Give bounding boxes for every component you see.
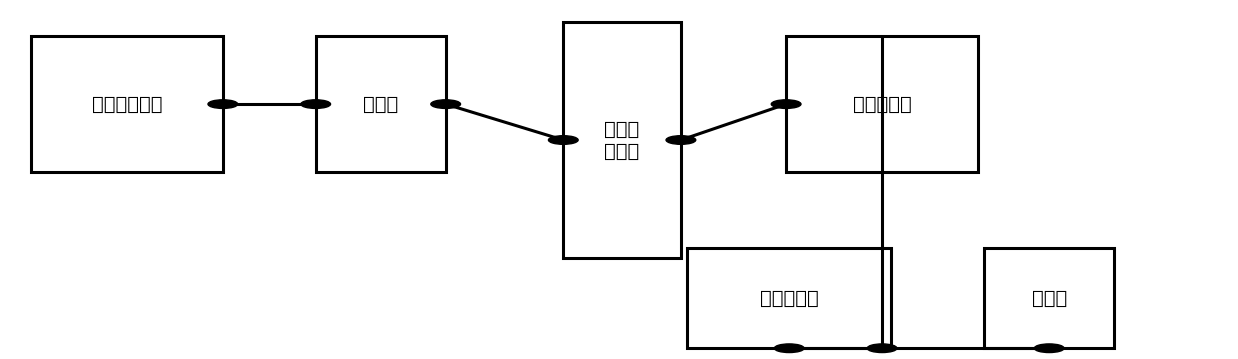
Circle shape [867, 344, 896, 353]
Circle shape [548, 136, 578, 144]
Circle shape [1035, 344, 1065, 353]
Bar [984, 248, 1114, 348]
Bar [786, 36, 978, 172]
Bar [31, 36, 223, 172]
Text: 太赫兹
探测器: 太赫兹 探测器 [604, 120, 640, 160]
Text: 锁相放大器: 锁相放大器 [760, 289, 818, 307]
Circle shape [208, 100, 238, 108]
Circle shape [301, 100, 331, 108]
Bar [687, 248, 891, 348]
Circle shape [771, 100, 801, 108]
Text: 太赫兹信号源: 太赫兹信号源 [92, 95, 162, 113]
Circle shape [431, 100, 461, 108]
Circle shape [775, 344, 805, 353]
Text: 斩波器: 斩波器 [363, 95, 399, 113]
Text: 前置放大器: 前置放大器 [853, 95, 911, 113]
Circle shape [666, 136, 696, 144]
Bar [563, 22, 681, 258]
Bar [316, 36, 446, 172]
Text: 示波器: 示波器 [1031, 289, 1067, 307]
